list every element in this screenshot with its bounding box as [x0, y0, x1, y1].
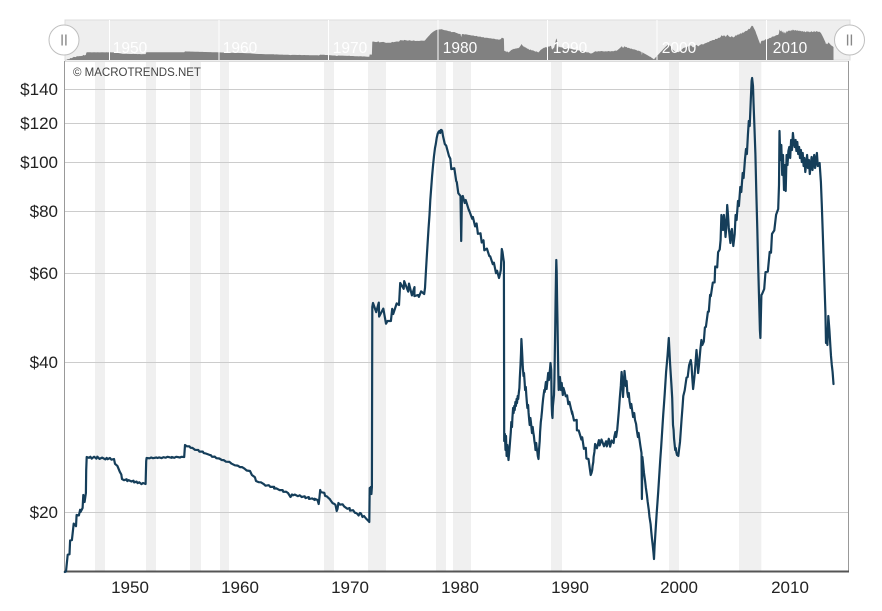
svg-text:1970: 1970: [333, 40, 368, 57]
svg-text:1950: 1950: [111, 578, 149, 597]
svg-text:1990: 1990: [553, 40, 588, 57]
svg-text:2000: 2000: [662, 40, 697, 57]
svg-text:2000: 2000: [660, 578, 698, 597]
svg-text:$20: $20: [30, 503, 58, 522]
svg-text:$120: $120: [20, 114, 58, 133]
svg-text:1980: 1980: [443, 40, 478, 57]
svg-text:$40: $40: [30, 353, 58, 372]
svg-text:© MACROTRENDS.NET: © MACROTRENDS.NET: [73, 67, 201, 79]
svg-text:$140: $140: [20, 80, 58, 99]
svg-text:$60: $60: [30, 264, 58, 283]
svg-text:1970: 1970: [331, 578, 369, 597]
svg-text:1960: 1960: [223, 40, 258, 57]
svg-text:1980: 1980: [441, 578, 479, 597]
svg-text:1950: 1950: [113, 40, 148, 57]
svg-text:$100: $100: [20, 153, 58, 172]
svg-text:1960: 1960: [221, 578, 259, 597]
svg-text:$80: $80: [30, 202, 58, 221]
svg-text:2010: 2010: [771, 578, 809, 597]
svg-text:1990: 1990: [551, 578, 589, 597]
svg-text:2010: 2010: [773, 40, 808, 57]
